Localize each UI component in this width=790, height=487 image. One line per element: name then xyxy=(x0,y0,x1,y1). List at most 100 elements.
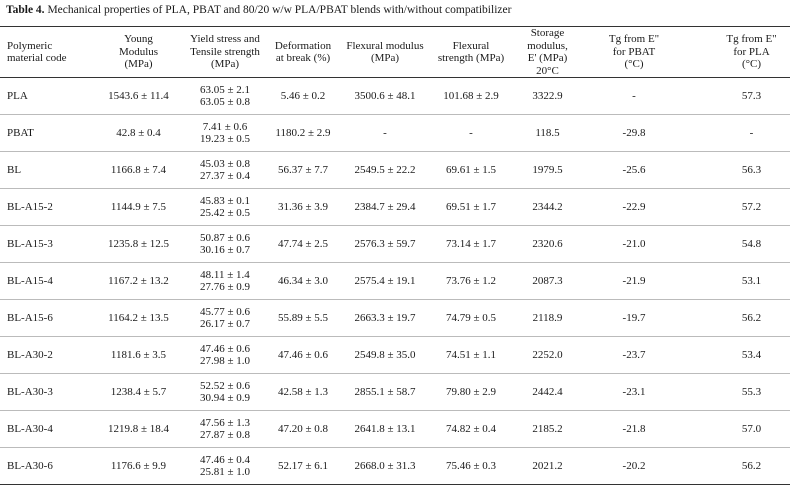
table-cell: 56.2 xyxy=(683,299,790,337)
table-cell: -25.6 xyxy=(585,151,683,189)
header-line: E' (MPa) xyxy=(527,52,568,64)
table-cell: 2021.2 xyxy=(510,447,585,485)
header-line: Tg from E" xyxy=(608,33,660,46)
table-cell: BL-A30-6 xyxy=(0,447,95,485)
caption-text: Mechanical properties of PLA, PBAT and 8… xyxy=(47,4,512,16)
column-header: Deformation at break (%) xyxy=(268,26,338,78)
table-cell: 47.46 ± 0.4 25.81 ± 1.0 xyxy=(182,447,268,485)
cell-line: 45.83 ± 0.1 xyxy=(199,194,251,207)
column-header: Young Modulus (MPa) xyxy=(95,26,182,78)
table-cell: 5.46 ± 0.2 xyxy=(268,77,338,115)
table-cell: 73.76 ± 1.2 xyxy=(432,262,510,300)
table-cell: 53.1 xyxy=(683,262,790,300)
cell-line: 63.05 ± 2.1 xyxy=(199,83,251,96)
table-cell: -29.8 xyxy=(585,114,683,152)
column-header: Flexural strength (MPa) xyxy=(432,26,510,78)
table-row: PBAT 42.8 ± 0.4 7.41 ± 0.6 19.23 ± 0.5 1180.… xyxy=(0,114,790,152)
table-row: BL-A30-6 1176.6 ± 9.9 47.46 ± 0.4 25.81 ± 1… xyxy=(0,447,790,485)
cell-line: 45.03 ± 0.8 xyxy=(199,157,251,170)
table-cell: 47.74 ± 2.5 xyxy=(268,225,338,263)
table-cell: 79.80 ± 2.9 xyxy=(432,373,510,411)
cell-line: 27.87 ± 0.8 xyxy=(199,429,251,441)
table-cell: 52.17 ± 6.1 xyxy=(268,447,338,485)
header-line: for PLA xyxy=(733,45,770,58)
table-cell: -19.7 xyxy=(585,299,683,337)
table-cell: 2185.2 xyxy=(510,410,585,448)
table-row: BL-A15-3 1235.8 ± 12.5 50.87 ± 0.6 30.16 ± … xyxy=(0,225,790,263)
table-cell: 42.8 ± 0.4 xyxy=(95,114,182,152)
table-cell: 31.36 ± 3.9 xyxy=(268,188,338,226)
table-cell: BL-A30-3 xyxy=(0,373,95,411)
table-cell: -21.9 xyxy=(585,262,683,300)
table-cell: 56.37 ± 7.7 xyxy=(268,151,338,189)
header-line: Flexural modulus xyxy=(346,39,424,52)
table-cell: 47.46 ± 0.6 27.98 ± 1.0 xyxy=(182,336,268,374)
table-cell: 2252.0 xyxy=(510,336,585,374)
header-line: Young xyxy=(124,33,153,46)
cell-line: 47.56 ± 1.3 xyxy=(199,416,251,429)
table-cell: 2087.3 xyxy=(510,262,585,300)
table-cell: BL xyxy=(0,151,95,189)
table-cell: 63.05 ± 2.1 63.05 ± 0.8 xyxy=(182,77,268,115)
table-cell: 57.3 xyxy=(683,77,790,115)
column-header: Tg from E" for PLA (°C) xyxy=(683,26,790,78)
table-cell: 54.8 xyxy=(683,225,790,263)
table-row: BL-A15-2 1144.9 ± 7.5 45.83 ± 0.1 25.42 ± 0… xyxy=(0,188,790,226)
table-cell: 45.03 ± 0.8 27.37 ± 0.4 xyxy=(182,151,268,189)
cell-line: 52.52 ± 0.6 xyxy=(199,379,251,392)
table-row: BL-A15-6 1164.2 ± 13.5 45.77 ± 0.6 26.17 ± … xyxy=(0,299,790,337)
table-cell: 2384.7 ± 29.4 xyxy=(338,188,432,226)
table-cell: 1176.6 ± 9.9 xyxy=(95,447,182,485)
table-cell: BL-A30-2 xyxy=(0,336,95,374)
header-line: (°C) xyxy=(624,58,644,71)
table-cell: -21.0 xyxy=(585,225,683,263)
table-caption: Table 4. Mechanical properties of PLA, P… xyxy=(6,4,511,16)
table-row: BL 1166.8 ± 7.4 45.03 ± 0.8 27.37 ± 0.4 56.3… xyxy=(0,151,790,189)
header-line: Deformation xyxy=(274,39,332,52)
table-cell: 1238.4 ± 5.7 xyxy=(95,373,182,411)
table-row: BL-A30-4 1219.8 ± 18.4 47.56 ± 1.3 27.87 ± … xyxy=(0,410,790,448)
table-cell: 47.56 ± 1.3 27.87 ± 0.8 xyxy=(182,410,268,448)
cell-line: 27.76 ± 0.9 xyxy=(199,281,251,293)
properties-table: Polymeric material code Young Modulus (MPa) Y… xyxy=(0,26,790,485)
column-header: Yield stress and Tensile strength (MPa) xyxy=(182,26,268,78)
table-cell: 1979.5 xyxy=(510,151,585,189)
caption-label: Table 4. xyxy=(6,4,45,16)
table-cell: 1180.2 ± 2.9 xyxy=(268,114,338,152)
table-cell: -20.2 xyxy=(585,447,683,485)
table-cell: 47.20 ± 0.8 xyxy=(268,410,338,448)
header-line: 20°C xyxy=(536,64,559,77)
table-cell: - xyxy=(683,114,790,152)
table-cell: 2549.8 ± 35.0 xyxy=(338,336,432,374)
table-cell: 101.68 ± 2.9 xyxy=(432,77,510,115)
table-cell: -21.8 xyxy=(585,410,683,448)
column-header: Tg from E" for PBAT (°C) xyxy=(585,26,683,78)
table-row: BL-A15-4 1167.2 ± 13.2 48.11 ± 1.4 27.76 ± … xyxy=(0,262,790,300)
table-cell: 45.83 ± 0.1 25.42 ± 0.5 xyxy=(182,188,268,226)
table-cell: 1164.2 ± 13.5 xyxy=(95,299,182,337)
table-row: PLA 1543.6 ± 11.4 63.05 ± 2.1 63.05 ± 0.8 5.… xyxy=(0,77,790,115)
cell-line: 50.87 ± 0.6 xyxy=(199,231,251,244)
table-cell: 118.5 xyxy=(510,114,585,152)
table-cell: -22.9 xyxy=(585,188,683,226)
column-header: Polymeric material code xyxy=(0,26,95,78)
header-line: for PBAT xyxy=(612,45,656,58)
table-cell: 50.87 ± 0.6 30.16 ± 0.7 xyxy=(182,225,268,263)
cell-line: 7.41 ± 0.6 xyxy=(202,120,248,133)
table-cell: 57.0 xyxy=(683,410,790,448)
table-cell: BL-A15-6 xyxy=(0,299,95,337)
table-cell: 3322.9 xyxy=(510,77,585,115)
cell-line: 47.46 ± 0.4 xyxy=(199,453,251,466)
table-cell: 1167.2 ± 13.2 xyxy=(95,262,182,300)
table-cell: 55.3 xyxy=(683,373,790,411)
table-cell: 3500.6 ± 48.1 xyxy=(338,77,432,115)
table-row: BL-A30-2 1181.6 ± 3.5 47.46 ± 0.6 27.98 ± 1… xyxy=(0,336,790,374)
table-cell: PBAT xyxy=(0,114,95,152)
cell-line: 48.11 ± 1.4 xyxy=(200,268,250,281)
header-line: material code xyxy=(7,52,67,64)
table-cell: 56.2 xyxy=(683,447,790,485)
cell-line: 27.98 ± 1.0 xyxy=(199,355,251,367)
column-header: Storage modulus, E' (MPa) 20°C xyxy=(510,26,585,78)
header-line: Storage modulus, xyxy=(527,27,568,52)
table-cell: 2641.8 ± 13.1 xyxy=(338,410,432,448)
